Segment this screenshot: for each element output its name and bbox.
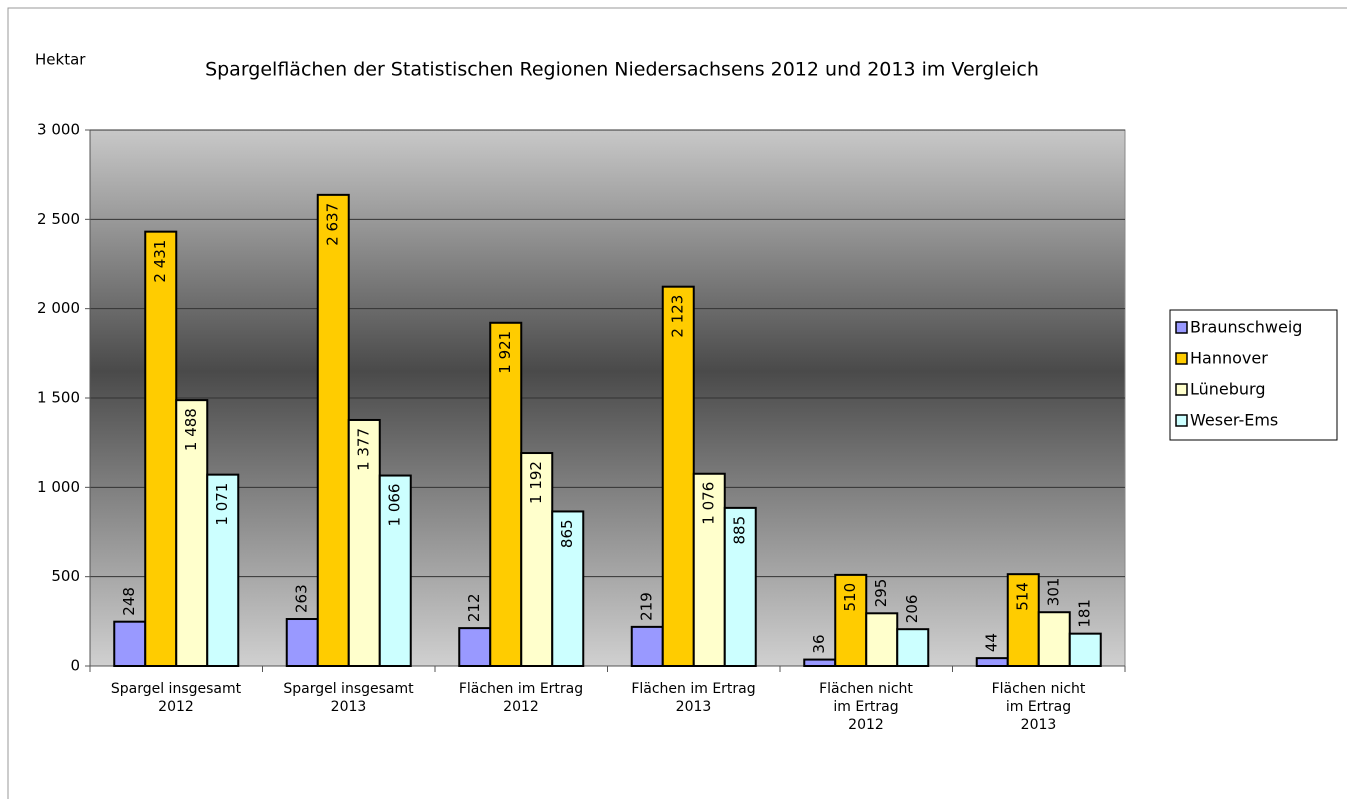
x-tick-label: Flächen im Ertrag 2013 (631, 681, 756, 715)
bar (1006, 573, 1040, 668)
bar (896, 628, 930, 667)
y-tick-label: 2 000 (37, 299, 80, 317)
bar (630, 625, 664, 668)
bar (175, 399, 209, 667)
data-label: 301 (1045, 578, 1063, 607)
y-tick-label: 1 500 (37, 389, 80, 407)
data-label: 1 192 (527, 461, 545, 504)
data-label: 510 (841, 583, 859, 612)
x-tick-label: Flächen nicht im Ertrag 2012 (819, 681, 913, 733)
bar (458, 627, 492, 668)
legend-box (1169, 309, 1338, 441)
bar (144, 230, 178, 667)
bar (803, 658, 837, 667)
data-label: 36 (810, 634, 828, 653)
bar (661, 285, 695, 667)
data-label: 865 (558, 519, 576, 548)
data-label: 181 (1076, 599, 1094, 628)
data-label: 2 123 (669, 295, 687, 338)
data-label: 206 (903, 595, 921, 624)
x-tick-label: Spargel insgesamt 2013 (283, 681, 414, 715)
legend-label: Braunschweig (1190, 318, 1302, 337)
data-label: 2 431 (151, 240, 169, 283)
data-label: 1 377 (355, 428, 373, 471)
bar (1068, 632, 1102, 667)
bar (316, 193, 350, 668)
bar (723, 506, 757, 667)
data-label: 2 637 (324, 203, 342, 246)
legend-swatch (1175, 352, 1188, 365)
y-tick-label: 0 (70, 657, 80, 675)
legend-swatch (1175, 383, 1188, 396)
data-label: 44 (983, 633, 1001, 652)
bar (551, 510, 585, 667)
chart-border (7, 7, 1347, 799)
legend-label: Weser-Ems (1190, 411, 1278, 430)
bar (378, 474, 412, 667)
bar (489, 321, 523, 667)
data-label: 1 071 (213, 483, 231, 526)
x-tick-label: Flächen nicht im Ertrag 2013 (991, 681, 1086, 733)
data-label: 1 488 (182, 408, 200, 451)
data-label: 1 076 (700, 482, 718, 525)
data-label: 295 (872, 579, 890, 608)
data-label: 263 (293, 584, 311, 613)
bar (347, 418, 381, 668)
y-tick-label: 3 000 (37, 121, 80, 139)
bar (865, 612, 899, 667)
data-label: 219 (638, 592, 656, 621)
x-tick-label: Flächen im Ertrag 2012 (458, 681, 584, 715)
y-tick-label: 2 500 (37, 210, 80, 228)
y-axis-label: Hektar (35, 51, 86, 69)
data-label: 885 (731, 516, 749, 545)
data-label: 1 066 (386, 484, 404, 527)
y-tick-label: 1 000 (37, 478, 80, 496)
y-tick-label: 500 (51, 567, 80, 585)
bar (692, 472, 726, 667)
bar (975, 657, 1009, 668)
data-label: 212 (465, 593, 483, 622)
legend-swatch (1175, 414, 1188, 427)
bar (113, 620, 147, 668)
data-label: 514 (1014, 582, 1032, 611)
data-label: 1 921 (496, 331, 514, 374)
data-label: 248 (120, 587, 138, 616)
bar (1037, 611, 1071, 667)
legend-swatch (1175, 321, 1188, 334)
bar (206, 473, 240, 668)
legend-label: Hannover (1190, 349, 1268, 368)
x-tick-label: Spargel insgesamt 2012 (110, 681, 242, 715)
chart-title: Spargelflächen der Statistischen Regione… (205, 59, 1039, 81)
bar (285, 618, 319, 668)
legend-label: Lüneburg (1190, 380, 1266, 399)
